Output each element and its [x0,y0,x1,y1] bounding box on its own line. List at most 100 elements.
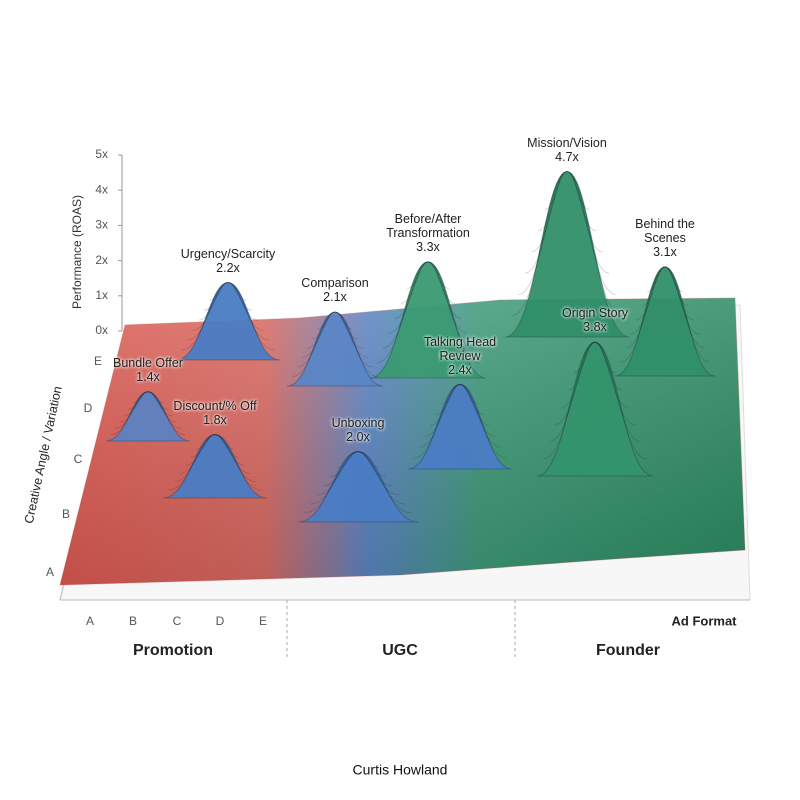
peak-value: 3.3x [416,239,440,254]
contour [209,282,247,301]
contour [192,282,264,331]
peak [407,384,513,470]
contour [543,341,647,460]
peak [162,434,268,499]
peak-label: Unboxing 2.0x [298,416,418,444]
group-label: UGC [382,642,418,659]
peak-group [614,266,716,377]
group-label: Promotion [133,642,213,659]
peak-name: Before/After Transformation [386,211,470,240]
contour [549,341,641,442]
peak [105,391,191,442]
contour [518,171,616,295]
peak-group [369,261,487,379]
peak-group [175,282,281,361]
peak-value: 1.4x [136,369,160,384]
contour [310,451,406,505]
peak-label: Comparison 2.1x [275,276,395,304]
contour [647,266,683,293]
peak-name: Mission/Vision [527,135,607,150]
footer: Curtis Howland [353,762,448,778]
contour [185,434,245,466]
peak-name: Bundle Offer [113,355,183,370]
peak-group [536,341,654,477]
peak-label: Urgency/Scarcity 2.2x [168,247,288,275]
peak [286,311,384,387]
contour [630,266,700,335]
contour [620,266,710,363]
peak [369,261,487,379]
contour [636,266,694,321]
peak-group [504,171,630,338]
contour [388,261,468,334]
contour [567,341,623,391]
peak-value: 2.0x [346,429,370,444]
z-tick-label: 0x [95,323,108,337]
z-tick-label: 3x [95,218,108,232]
z-tick-label: 1x [95,288,108,302]
z-tick-label: 5x [95,147,108,161]
contour [304,451,412,514]
peak-label: Before/After Transformation 3.3x [383,212,473,254]
contour [179,434,251,474]
contour [394,261,462,319]
x-tick-label: C [173,614,182,628]
x-tick-label: D [216,614,225,628]
contour [119,391,177,423]
depth-axis-title: Creative Angle / Variation [22,385,65,525]
peak-value: 2.4x [448,362,472,377]
z-tick-label: 2x [95,253,108,267]
contour [641,266,689,307]
contour [168,434,262,491]
peak [297,451,419,523]
contour [330,451,386,478]
depth-tick-label: C [74,452,83,466]
contour [307,311,363,349]
peak-group [286,311,384,387]
contour [114,391,182,429]
contour [413,384,507,459]
depth-tick-label: A [46,565,54,579]
contour [302,311,368,358]
peak-value: 1.8x [203,412,227,427]
z-axis-title: Performance (ROAS) [70,195,84,309]
peak-value: 4.7x [555,149,579,164]
surface-shade [60,298,745,585]
peak-value: 2.2x [216,260,240,275]
peak-label: Mission/Vision 4.7x [507,136,627,164]
contour [419,384,501,448]
contour [511,171,623,317]
contour [190,434,240,458]
peak-value: 2.1x [323,290,347,305]
contour [376,261,480,364]
contour [292,311,378,377]
contour [424,384,496,437]
peak-label: Bundle Offer 1.4x [88,356,208,384]
contour [555,341,635,425]
contour [174,434,256,483]
peak-name: Comparison [301,276,369,291]
peak [614,266,716,377]
contour [123,391,173,417]
contour [524,171,610,274]
contour [625,266,705,349]
peak-value: 3.1x [653,244,677,259]
peak [536,341,654,477]
peak-label: Origin Story 3.8x [550,306,640,334]
peak-label: Discount/% Off 1.8x [155,399,275,427]
z-tick-label: 4x [95,182,108,196]
peak-group [105,391,191,442]
peak-label: Talking Head Review 2.4x [415,335,505,377]
contour [181,282,275,351]
contour [400,261,456,304]
contour [323,451,393,487]
contour [336,451,380,469]
contour [203,282,253,311]
depth-tick-label: E [94,354,102,368]
contour [574,341,616,374]
contour [297,311,373,368]
contour [531,171,603,253]
contour [561,341,629,408]
